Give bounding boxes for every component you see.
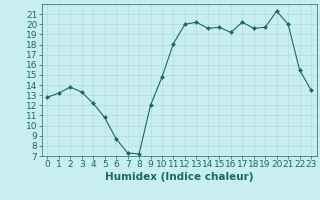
- X-axis label: Humidex (Indice chaleur): Humidex (Indice chaleur): [105, 172, 253, 182]
